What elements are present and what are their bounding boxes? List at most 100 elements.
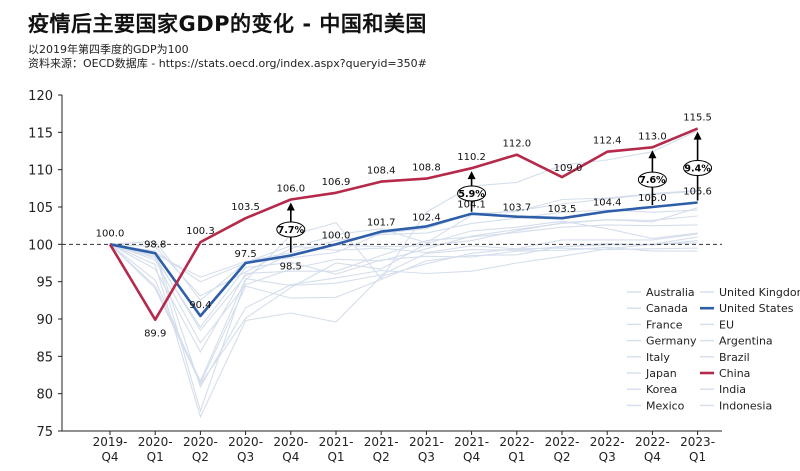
x-tick-label: Q2 [192, 450, 209, 464]
x-tick-label: 2022- [499, 435, 534, 449]
data-label-us: 103.7 [502, 203, 531, 214]
legend-label-mexico: Mexico [646, 399, 685, 412]
x-tick-label: 2023- [680, 435, 715, 449]
legend-label-united-states: United States [719, 302, 794, 315]
data-label-china: 109.0 [554, 163, 583, 174]
data-label-us: 90.4 [189, 300, 211, 311]
data-label-us: 103.5 [548, 204, 577, 215]
y-tick-label: 110 [28, 164, 53, 179]
x-tick-label: Q3 [418, 450, 435, 464]
gap-arrow-head [286, 202, 295, 211]
x-tick-label: Q1 [689, 450, 706, 464]
y-tick-label: 80 [36, 388, 53, 403]
y-tick-label: 100 [28, 238, 53, 253]
series-line-eu [109, 224, 698, 354]
axes: 75808590951001051101151202019-Q42020-Q12… [28, 89, 722, 464]
data-label-us: 97.5 [234, 249, 256, 260]
data-label-china: 112.4 [593, 136, 622, 147]
chart-title: 疫情后主要国家GDP的变化 - 中国和美国 [28, 12, 427, 36]
data-label-china: 89.9 [144, 329, 166, 340]
data-label-china: 108.4 [367, 166, 396, 177]
data-label-us: 101.7 [367, 218, 396, 229]
legend: Australia United Kingdom Canada United Stat… [627, 286, 800, 412]
x-tick-label: 2021- [364, 435, 399, 449]
legend-label-indonesia: Indonesia [719, 399, 772, 412]
series-line-indonesia [109, 190, 698, 283]
series-line-japan [109, 233, 698, 302]
series-line-france [109, 242, 698, 383]
x-tick-label: Q1 [508, 450, 525, 464]
legend-label-argentina: Argentina [719, 335, 773, 348]
legend-label-brazil: Brazil [719, 351, 750, 364]
x-tick-label: 2021- [409, 435, 444, 449]
gap-label: 9.4% [684, 164, 711, 175]
legend-label-italy: Italy [646, 351, 670, 364]
series-line-germany [109, 243, 698, 329]
x-tick-label: Q3 [599, 450, 616, 464]
legend-label-japan: Japan [645, 367, 677, 380]
y-tick-label: 95 [36, 276, 53, 291]
y-tick-label: 75 [36, 425, 53, 440]
x-tick-label: 2022- [545, 435, 580, 449]
legend-label-canada: Canada [646, 302, 688, 315]
data-label-us: 98.8 [144, 239, 166, 250]
y-tick-label: 90 [36, 313, 53, 328]
gap-arrow-head [467, 171, 476, 180]
gap-ellipse [276, 221, 306, 238]
data-label-us: 98.5 [280, 262, 302, 273]
other-country-lines [109, 130, 698, 419]
legend-label-australia: Australia [646, 286, 695, 299]
x-tick-label: Q2 [553, 450, 570, 464]
gap-label: 5.9% [458, 189, 485, 200]
legend-label-germany: Germany [646, 335, 697, 348]
data-label-china: 100.0 [96, 228, 125, 239]
data-label-china: 106.0 [276, 184, 305, 195]
y-tick-label: 115 [28, 126, 53, 141]
gap-label: 7.6% [639, 175, 666, 186]
series-line-argentina [109, 220, 698, 386]
x-tick-label: 2019- [93, 435, 128, 449]
data-label-china: 100.3 [186, 226, 215, 237]
data-label-china: 106.9 [322, 177, 351, 188]
x-tick-label: Q4 [101, 450, 118, 464]
gap-label: 7.7% [278, 225, 305, 236]
series-line-united-kingdom [109, 243, 698, 419]
data-label-us: 100.0 [322, 230, 351, 241]
x-tick-label: 2020- [183, 435, 218, 449]
data-label-china: 103.5 [231, 202, 260, 213]
gap-arrow-head [648, 150, 657, 159]
x-tick-label: Q1 [327, 450, 344, 464]
x-tick-label: Q4 [644, 450, 661, 464]
legend-label-india: India [719, 383, 746, 396]
x-tick-label: 2021- [319, 435, 354, 449]
x-tick-label: Q4 [463, 450, 480, 464]
legend-label-france: France [646, 318, 683, 331]
series-line-china [108, 127, 699, 322]
legend-label-eu: EU [719, 318, 734, 331]
data-label-china: 115.5 [683, 113, 712, 124]
legend-label-united-kingdom: United Kingdom [719, 286, 800, 299]
y-tick-label: 120 [28, 89, 53, 104]
x-tick-label: 2020- [273, 435, 308, 449]
x-tick-label: 2020- [228, 435, 263, 449]
series-line-australia [109, 190, 698, 297]
gap-ellipse [457, 185, 487, 202]
data-label-us: 104.4 [593, 197, 622, 208]
x-tick-label: 2022- [635, 435, 670, 449]
chart-source: 资料来源：OECD数据库 - https://stats.oecd.org/in… [28, 57, 427, 70]
x-tick-label: Q3 [237, 450, 254, 464]
x-tick-label: 2022- [590, 435, 625, 449]
gap-arrow-head [693, 131, 702, 140]
data-label-china: 110.2 [457, 152, 486, 163]
gap-ellipse [637, 171, 667, 188]
x-tick-label: Q2 [373, 450, 390, 464]
gap-ellipse [683, 160, 713, 177]
x-tick-label: 2021- [454, 435, 489, 449]
data-label-china: 112.0 [502, 139, 531, 150]
data-label-china: 113.0 [638, 131, 667, 142]
data-label-us: 102.4 [412, 212, 441, 223]
data-labels: 100.0 89.9 100.3 103.5 106.0 106.9 108.4 108.8 1… [96, 113, 712, 340]
series-line-korea [109, 209, 698, 278]
gap-annotations: 7.7% 5.9% 7.6% 9.4% [276, 131, 713, 253]
